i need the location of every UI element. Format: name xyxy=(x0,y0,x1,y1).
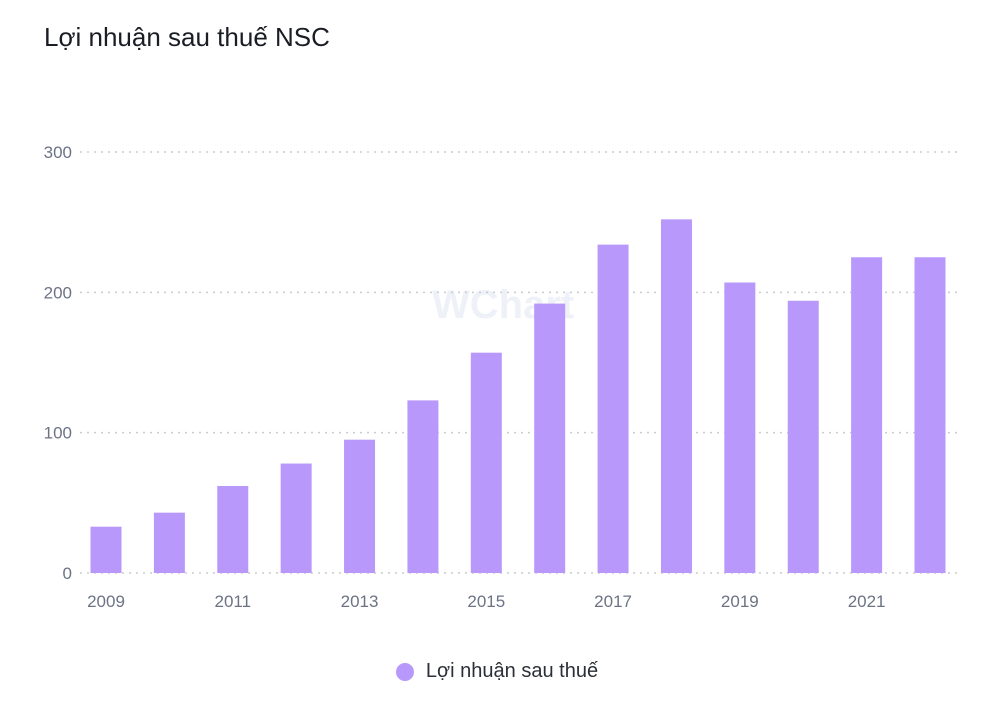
x-tick-label: 2009 xyxy=(87,592,125,611)
bar-2013 xyxy=(344,439,376,573)
x-tick-label: 2017 xyxy=(594,592,632,611)
x-tick-label: 2015 xyxy=(467,592,505,611)
bar-2009 xyxy=(90,526,122,573)
chart-title: Lợi nhuận sau thuế NSC xyxy=(44,22,330,52)
bar-2018 xyxy=(660,219,692,574)
y-tick-label: 100 xyxy=(44,424,72,443)
bar-2014 xyxy=(407,400,439,573)
bar-2015 xyxy=(470,352,502,573)
legend-label: Lợi nhuận sau thuế xyxy=(425,660,599,682)
bar-2020 xyxy=(787,300,819,573)
bar-2011 xyxy=(217,485,249,573)
y-tick-label: 300 xyxy=(44,143,72,162)
x-tick-label: 2021 xyxy=(848,592,886,611)
y-tick-label: 200 xyxy=(44,283,72,302)
bar-2012 xyxy=(280,463,312,573)
bar-2017 xyxy=(597,244,629,573)
bar-2010 xyxy=(153,512,185,573)
x-tick-label: 2019 xyxy=(721,592,759,611)
x-tick-label: 2013 xyxy=(341,592,379,611)
x-tick-label: 2011 xyxy=(214,592,251,611)
bar-2022 xyxy=(914,257,946,573)
legend[interactable]: Lợi nhuận sau thuế xyxy=(0,660,994,683)
bar-2021 xyxy=(851,257,883,573)
legend-swatch xyxy=(395,662,414,681)
bar-2019 xyxy=(724,282,756,573)
y-tick-label: 0 xyxy=(63,564,72,583)
bar-2016 xyxy=(534,303,566,573)
